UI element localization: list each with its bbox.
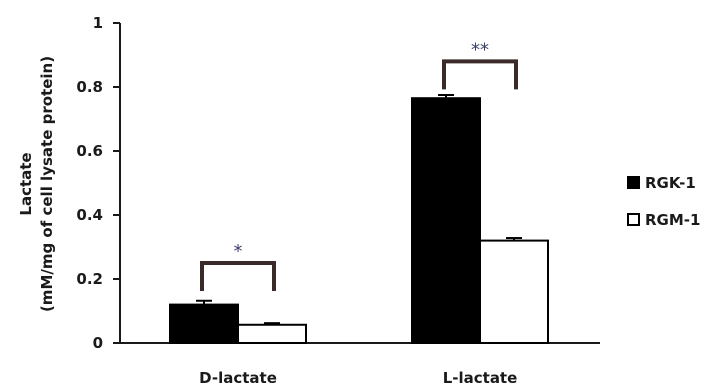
bar-rgm-1-d-lactate xyxy=(237,323,307,345)
bar-rgk-1-l-lactate xyxy=(411,97,481,344)
legend: RGK-1 RGM-1 xyxy=(627,174,700,229)
y-axis-title: Lactate (mM/mg of cell lysate protein) xyxy=(17,56,56,312)
y-tick-label: 0.2 xyxy=(76,270,103,288)
y-tick-label: 0.4 xyxy=(76,206,103,224)
y-tick-label: 0.6 xyxy=(76,142,103,160)
significance-bracket xyxy=(442,59,518,90)
y-axis-title-line1: Lactate xyxy=(17,152,35,215)
legend-label-rgk-1: RGK-1 xyxy=(645,174,696,192)
y-tick-label: 0 xyxy=(93,334,103,352)
bar-rgm-1-l-lactate xyxy=(479,239,549,345)
legend-swatch-rgk-1 xyxy=(627,176,640,189)
bar-rgk-1-d-lactate xyxy=(169,303,239,345)
plot-area: 00.20.40.60.81D-lactate L-lactate*** xyxy=(76,14,600,387)
x-category-label: L-lactate xyxy=(443,369,518,387)
legend-swatch-rgm-1 xyxy=(627,213,640,226)
significance-label: * xyxy=(234,241,243,262)
x-category-label: D-lactate xyxy=(199,369,277,387)
y-axis-title-line2: (mM/mg of cell lysate protein) xyxy=(38,56,56,312)
significance-bracket xyxy=(200,261,276,291)
significance-label: ** xyxy=(471,39,489,60)
y-tick-label: 0.8 xyxy=(76,78,103,96)
legend-label-rgm-1: RGM-1 xyxy=(645,211,700,229)
y-tick-label: 1 xyxy=(93,14,103,32)
